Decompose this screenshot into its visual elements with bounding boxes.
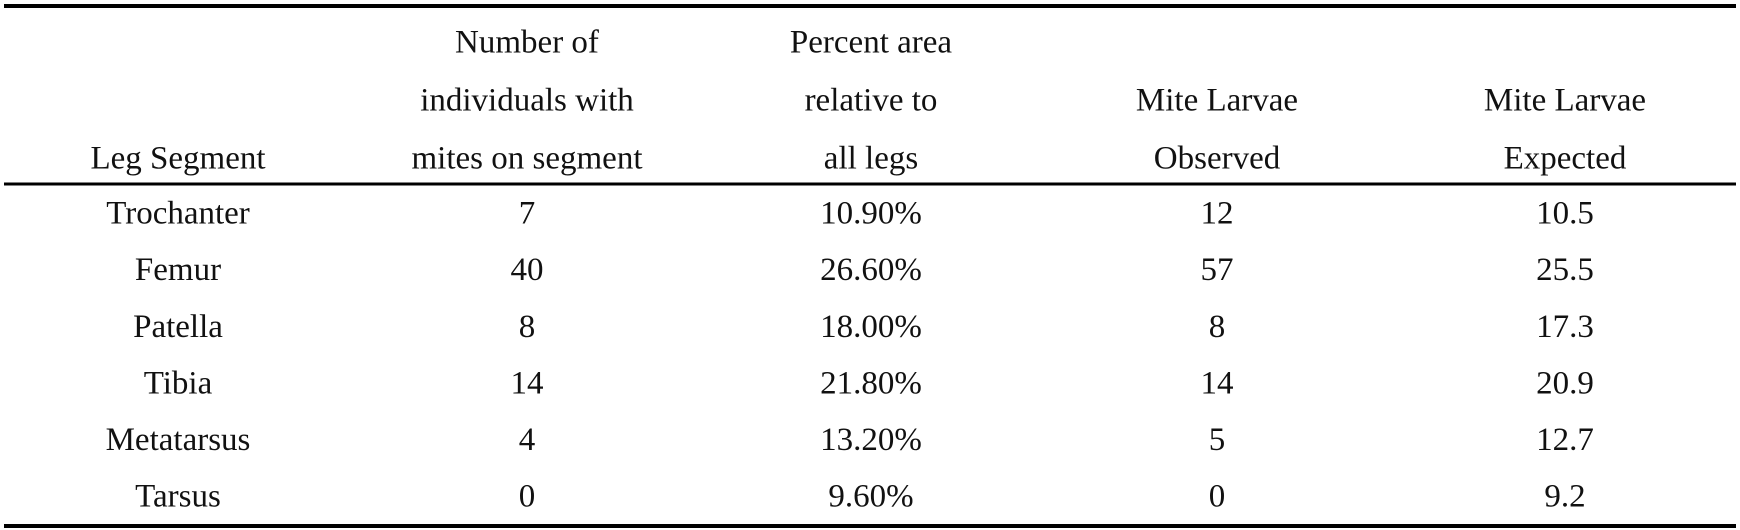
header-cell: Percent area <box>790 25 952 61</box>
header-cell: Mite Larvae <box>1484 83 1646 119</box>
cell: 12.7 <box>1536 422 1594 458</box>
cell: 20.9 <box>1536 365 1594 401</box>
row-label: Patella <box>133 309 223 345</box>
row-label: Tarsus <box>135 479 221 515</box>
cell: 0 <box>1209 479 1226 515</box>
row-label: Femur <box>135 252 221 288</box>
row-label: Metatarsus <box>106 422 251 458</box>
header-cell: mites on segment <box>412 141 643 177</box>
header-cell: relative to <box>805 83 938 119</box>
header-cell: Observed <box>1154 141 1281 177</box>
cell: 12 <box>1201 196 1234 232</box>
cell: 25.5 <box>1536 252 1594 288</box>
header-cell: all legs <box>824 141 918 177</box>
cell: 18.00% <box>820 309 922 345</box>
cell: 9.60% <box>828 479 913 515</box>
header-cell: Number of <box>455 25 599 61</box>
cell: 14 <box>511 365 544 401</box>
cell: 0 <box>519 479 536 515</box>
cell: 26.60% <box>820 252 922 288</box>
cell: 21.80% <box>820 365 922 401</box>
cell: 40 <box>511 252 544 288</box>
cell: 9.2 <box>1544 479 1585 515</box>
header-cell: Mite Larvae <box>1136 83 1298 119</box>
cell: 7 <box>519 196 536 232</box>
cell: 10.5 <box>1536 196 1594 232</box>
cell: 13.20% <box>820 422 922 458</box>
cell: 4 <box>519 422 536 458</box>
header-cell: individuals with <box>420 83 634 119</box>
cell: 8 <box>1209 309 1226 345</box>
cell: 5 <box>1209 422 1226 458</box>
row-label: Trochanter <box>106 196 250 232</box>
cell: 17.3 <box>1536 309 1594 345</box>
cell: 10.90% <box>820 196 922 232</box>
header-cell: Leg Segment <box>90 141 265 177</box>
cell: 8 <box>519 309 536 345</box>
row-label: Tibia <box>144 365 213 401</box>
header-cell: Expected <box>1504 141 1627 177</box>
cell: 57 <box>1201 252 1234 288</box>
cell: 14 <box>1201 365 1234 401</box>
